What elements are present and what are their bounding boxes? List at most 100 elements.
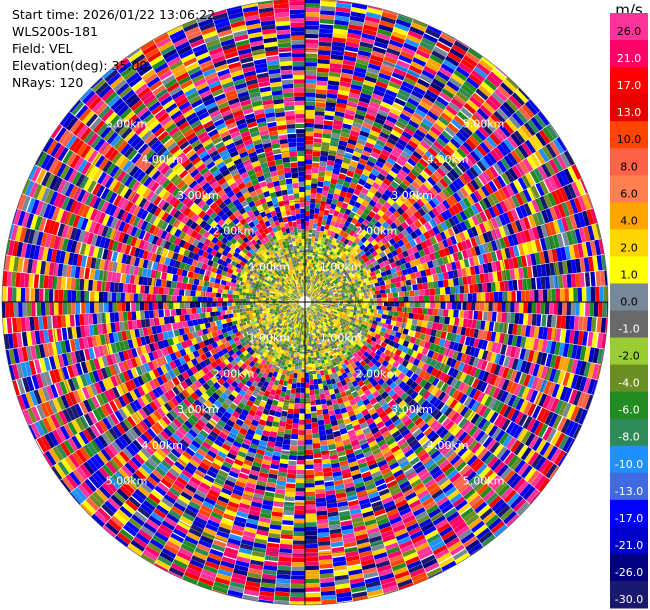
velocity-gate xyxy=(404,302,410,308)
velocity-gate xyxy=(318,365,323,370)
velocity-gate xyxy=(337,234,343,241)
velocity-gate xyxy=(327,84,339,91)
velocity-gate xyxy=(309,276,312,280)
velocity-gate xyxy=(434,74,448,85)
velocity-gate xyxy=(287,378,293,385)
velocity-gate xyxy=(305,79,317,84)
velocity-gate xyxy=(290,440,298,446)
velocity-gate xyxy=(347,32,362,40)
velocity-gate xyxy=(396,158,406,167)
velocity-gate xyxy=(309,291,312,295)
velocity-gate xyxy=(377,156,387,165)
velocity-gate xyxy=(411,192,420,202)
velocity-gate xyxy=(317,527,330,533)
velocity-gate xyxy=(298,365,302,370)
velocity-gate xyxy=(305,434,313,440)
velocity-gate xyxy=(371,125,382,134)
velocity-gate xyxy=(296,460,305,465)
velocity-gate xyxy=(473,283,479,293)
velocity-gate xyxy=(355,184,364,192)
velocity-gate xyxy=(373,298,377,302)
velocity-gate xyxy=(305,289,307,293)
velocity-gate xyxy=(321,142,330,148)
velocity-gate xyxy=(381,293,387,298)
velocity-gate xyxy=(322,234,327,239)
velocity-gate xyxy=(305,164,312,170)
velocity-gate xyxy=(310,263,314,267)
velocity-gate xyxy=(360,229,368,237)
velocity-gate xyxy=(310,242,315,247)
velocity-gate xyxy=(453,40,469,52)
velocity-gate xyxy=(308,238,312,242)
velocity-gate xyxy=(414,177,424,187)
velocity-gate xyxy=(400,203,409,212)
velocity-gate xyxy=(364,15,381,24)
velocity-gate xyxy=(323,276,327,281)
velocity-gate xyxy=(421,97,434,107)
velocity-gate xyxy=(353,71,366,79)
velocity-gate xyxy=(294,366,299,370)
velocity-gate xyxy=(286,383,292,390)
velocity-gate xyxy=(508,115,521,129)
velocity-gate xyxy=(309,287,312,291)
velocity-gate xyxy=(432,281,439,289)
velocity-gate xyxy=(338,222,345,229)
velocity-gate xyxy=(318,257,322,261)
velocity-gate xyxy=(396,316,403,323)
velocity-gate xyxy=(299,408,305,414)
velocity-gate xyxy=(322,463,332,469)
velocity-gate xyxy=(305,429,312,435)
velocity-gate xyxy=(443,108,455,120)
velocity-gate xyxy=(403,199,413,209)
velocity-gate xyxy=(394,97,406,107)
velocity-gate xyxy=(305,282,307,286)
velocity-gate xyxy=(335,6,351,13)
velocity-gate xyxy=(288,455,297,461)
velocity-gate xyxy=(305,57,318,63)
velocity-gate xyxy=(415,49,431,59)
velocity-gate xyxy=(306,293,308,297)
velocity-gate xyxy=(368,133,378,142)
velocity-gate xyxy=(402,307,408,313)
velocity-gate xyxy=(305,530,318,536)
velocity-gate xyxy=(398,296,404,302)
velocity-gate xyxy=(313,277,316,282)
velocity-gate xyxy=(365,295,369,299)
velocity-gate xyxy=(313,384,319,390)
velocity-gate xyxy=(338,89,350,96)
velocity-gate xyxy=(358,192,367,200)
velocity-gate xyxy=(494,88,508,102)
velocity-gate xyxy=(444,294,450,302)
velocity-gate xyxy=(485,292,490,302)
velocity-gate xyxy=(305,62,318,67)
velocity-gate xyxy=(355,109,367,117)
velocity-gate xyxy=(305,109,315,115)
velocity-gate xyxy=(488,95,502,108)
velocity-gate xyxy=(405,143,416,153)
velocity-gate xyxy=(386,315,393,321)
velocity-gate xyxy=(378,24,394,33)
velocity-gate xyxy=(293,536,305,541)
velocity-gate xyxy=(374,221,382,229)
velocity-gate xyxy=(536,302,541,314)
velocity-gate xyxy=(419,41,435,52)
velocity-gate xyxy=(313,281,317,286)
velocity-gate xyxy=(324,175,332,182)
velocity-gate xyxy=(346,143,356,150)
velocity-gate xyxy=(325,234,331,240)
velocity-gate xyxy=(364,113,376,122)
velocity-gate xyxy=(286,418,293,425)
velocity-gate xyxy=(328,225,334,232)
velocity-gate xyxy=(427,85,441,96)
velocity-gate xyxy=(498,291,503,302)
velocity-gate xyxy=(294,347,298,351)
velocity-gate xyxy=(367,236,375,243)
velocity-gate xyxy=(444,144,455,155)
velocity-gate xyxy=(286,367,291,371)
velocity-gate xyxy=(383,145,393,153)
velocity-gate xyxy=(374,191,383,199)
velocity-gate xyxy=(313,273,316,277)
velocity-gate xyxy=(296,382,301,388)
velocity-gate xyxy=(408,296,414,302)
velocity-gate xyxy=(347,256,353,262)
